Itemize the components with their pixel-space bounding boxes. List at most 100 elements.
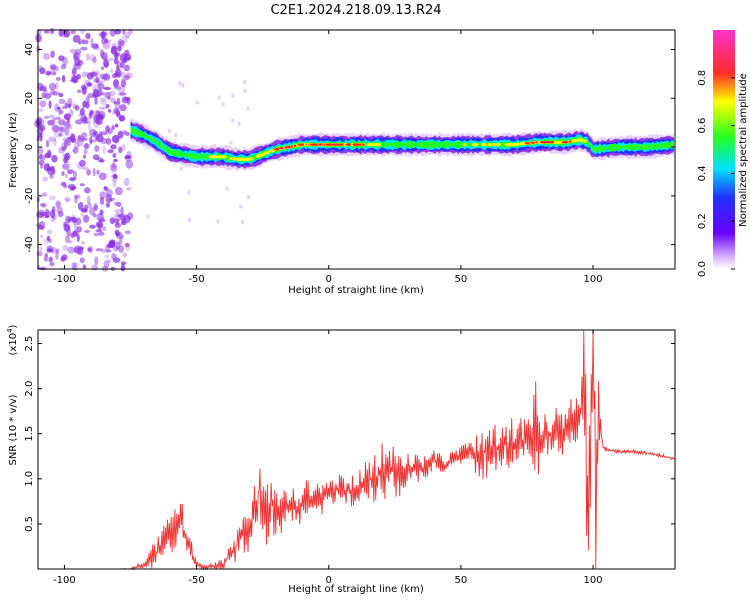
faint-speckle [179, 166, 183, 171]
noise-speckle [101, 30, 105, 40]
noise-speckle [72, 230, 78, 237]
noise-speckle [100, 131, 108, 136]
noise-speckle [80, 46, 88, 51]
noise-speckle [89, 136, 93, 145]
noise-speckle [87, 93, 95, 99]
noise-speckle [94, 134, 100, 141]
noise-speckle [83, 148, 88, 155]
snr-x-tick-label: -100 [53, 575, 76, 586]
noise-speckle [82, 264, 87, 270]
noise-speckle [121, 221, 127, 226]
noise-speckle [91, 57, 97, 63]
faint-speckle [146, 214, 150, 219]
noise-speckle [74, 141, 80, 149]
noise-speckle [99, 97, 107, 102]
noise-speckle [114, 208, 122, 214]
noise-speckle [114, 222, 122, 228]
noise-speckle [123, 64, 130, 72]
noise-speckle [48, 100, 52, 109]
noise-speckle [110, 163, 118, 173]
noise-speckle [67, 97, 73, 107]
noise-speckle [64, 127, 70, 136]
snr-y-tick-label: 0.5 [24, 516, 35, 532]
noise-speckle [103, 62, 109, 69]
noise-speckle [85, 96, 90, 104]
noise-speckle [38, 221, 46, 230]
noise-speckle [62, 105, 65, 110]
spectrogram-y-axis-label: Frequency (Hz) [8, 112, 19, 188]
faint-speckle [231, 118, 235, 123]
noise-speckle [113, 201, 118, 206]
spectrogram-x-tick-label: 50 [455, 274, 468, 285]
noise-speckle [115, 64, 120, 71]
noise-speckle [109, 162, 117, 171]
faint-speckle [187, 190, 191, 195]
noise-speckle [93, 204, 99, 212]
noise-speckle [86, 82, 93, 87]
noise-speckle [51, 124, 59, 133]
noise-speckle [54, 103, 60, 113]
noise-speckle [65, 215, 72, 224]
noise-speckle [118, 114, 126, 122]
faint-speckle [225, 186, 229, 191]
noise-speckle [58, 132, 63, 137]
ridge-blob [220, 155, 227, 159]
noise-speckle [36, 251, 43, 257]
noise-speckle [73, 63, 82, 70]
spectrogram-x-ticks: -100 -50 0 50 100 [53, 30, 603, 285]
noise-speckle [43, 30, 50, 34]
noise-speckle [110, 144, 117, 150]
snr-plot-area [38, 330, 675, 569]
noise-speckle [95, 121, 103, 125]
noise-speckle [100, 156, 104, 163]
snr-x-ticks: -100 -50 0 50 100 [53, 330, 603, 586]
noise-speckle [65, 224, 71, 230]
noise-speckle [81, 39, 89, 45]
noise-speckle [49, 262, 55, 267]
noise-speckle [73, 170, 77, 180]
noise-speckle [38, 154, 43, 160]
noise-speckle [112, 79, 120, 88]
noise-speckle [92, 213, 97, 218]
snr-y-axis-label: SNR (10 * v/v) [8, 394, 19, 465]
noise-speckle [113, 107, 119, 114]
noise-speckle [127, 212, 134, 220]
noise-speckle [98, 218, 106, 223]
noise-speckle [102, 31, 109, 36]
noise-speckle [87, 122, 92, 132]
noise-speckle [99, 196, 105, 205]
ridge-blob [248, 157, 254, 161]
noise-speckle [121, 144, 126, 151]
noise-speckle [114, 86, 122, 91]
noise-speckle [125, 244, 131, 252]
noise-speckle [112, 180, 117, 188]
noise-speckle [116, 201, 122, 207]
noise-speckle [83, 115, 88, 124]
noise-speckle [93, 92, 99, 98]
faint-speckle [237, 121, 241, 126]
snr-x-tick-label: 100 [584, 575, 603, 586]
snr-x-tick-label: -50 [188, 575, 204, 586]
noise-speckle [50, 50, 55, 58]
noise-speckle [66, 118, 71, 124]
noise-speckle [78, 40, 82, 45]
noise-speckle [45, 70, 51, 76]
snr-series-line [38, 329, 675, 571]
noise-speckle [55, 81, 59, 91]
noise-speckle [64, 235, 71, 243]
colorbar: 0.0 0.2 0.4 0.6 0.8 Normalized spectral ampl… [697, 30, 749, 277]
noise-speckle [64, 102, 68, 110]
snr-frame [37, 329, 676, 570]
noise-speckle [83, 204, 88, 213]
snr-x-tick-label: 50 [455, 575, 468, 586]
noise-speckle [65, 173, 68, 178]
ridge-blob [507, 143, 515, 147]
noise-speckle [89, 54, 96, 62]
faint-speckle [246, 106, 250, 111]
noise-speckle [124, 75, 130, 81]
colorbar-gradient [713, 30, 735, 269]
noise-speckle [49, 256, 53, 263]
noise-speckle [94, 97, 98, 105]
noise-speckle [57, 211, 64, 218]
noise-speckle [72, 146, 79, 154]
